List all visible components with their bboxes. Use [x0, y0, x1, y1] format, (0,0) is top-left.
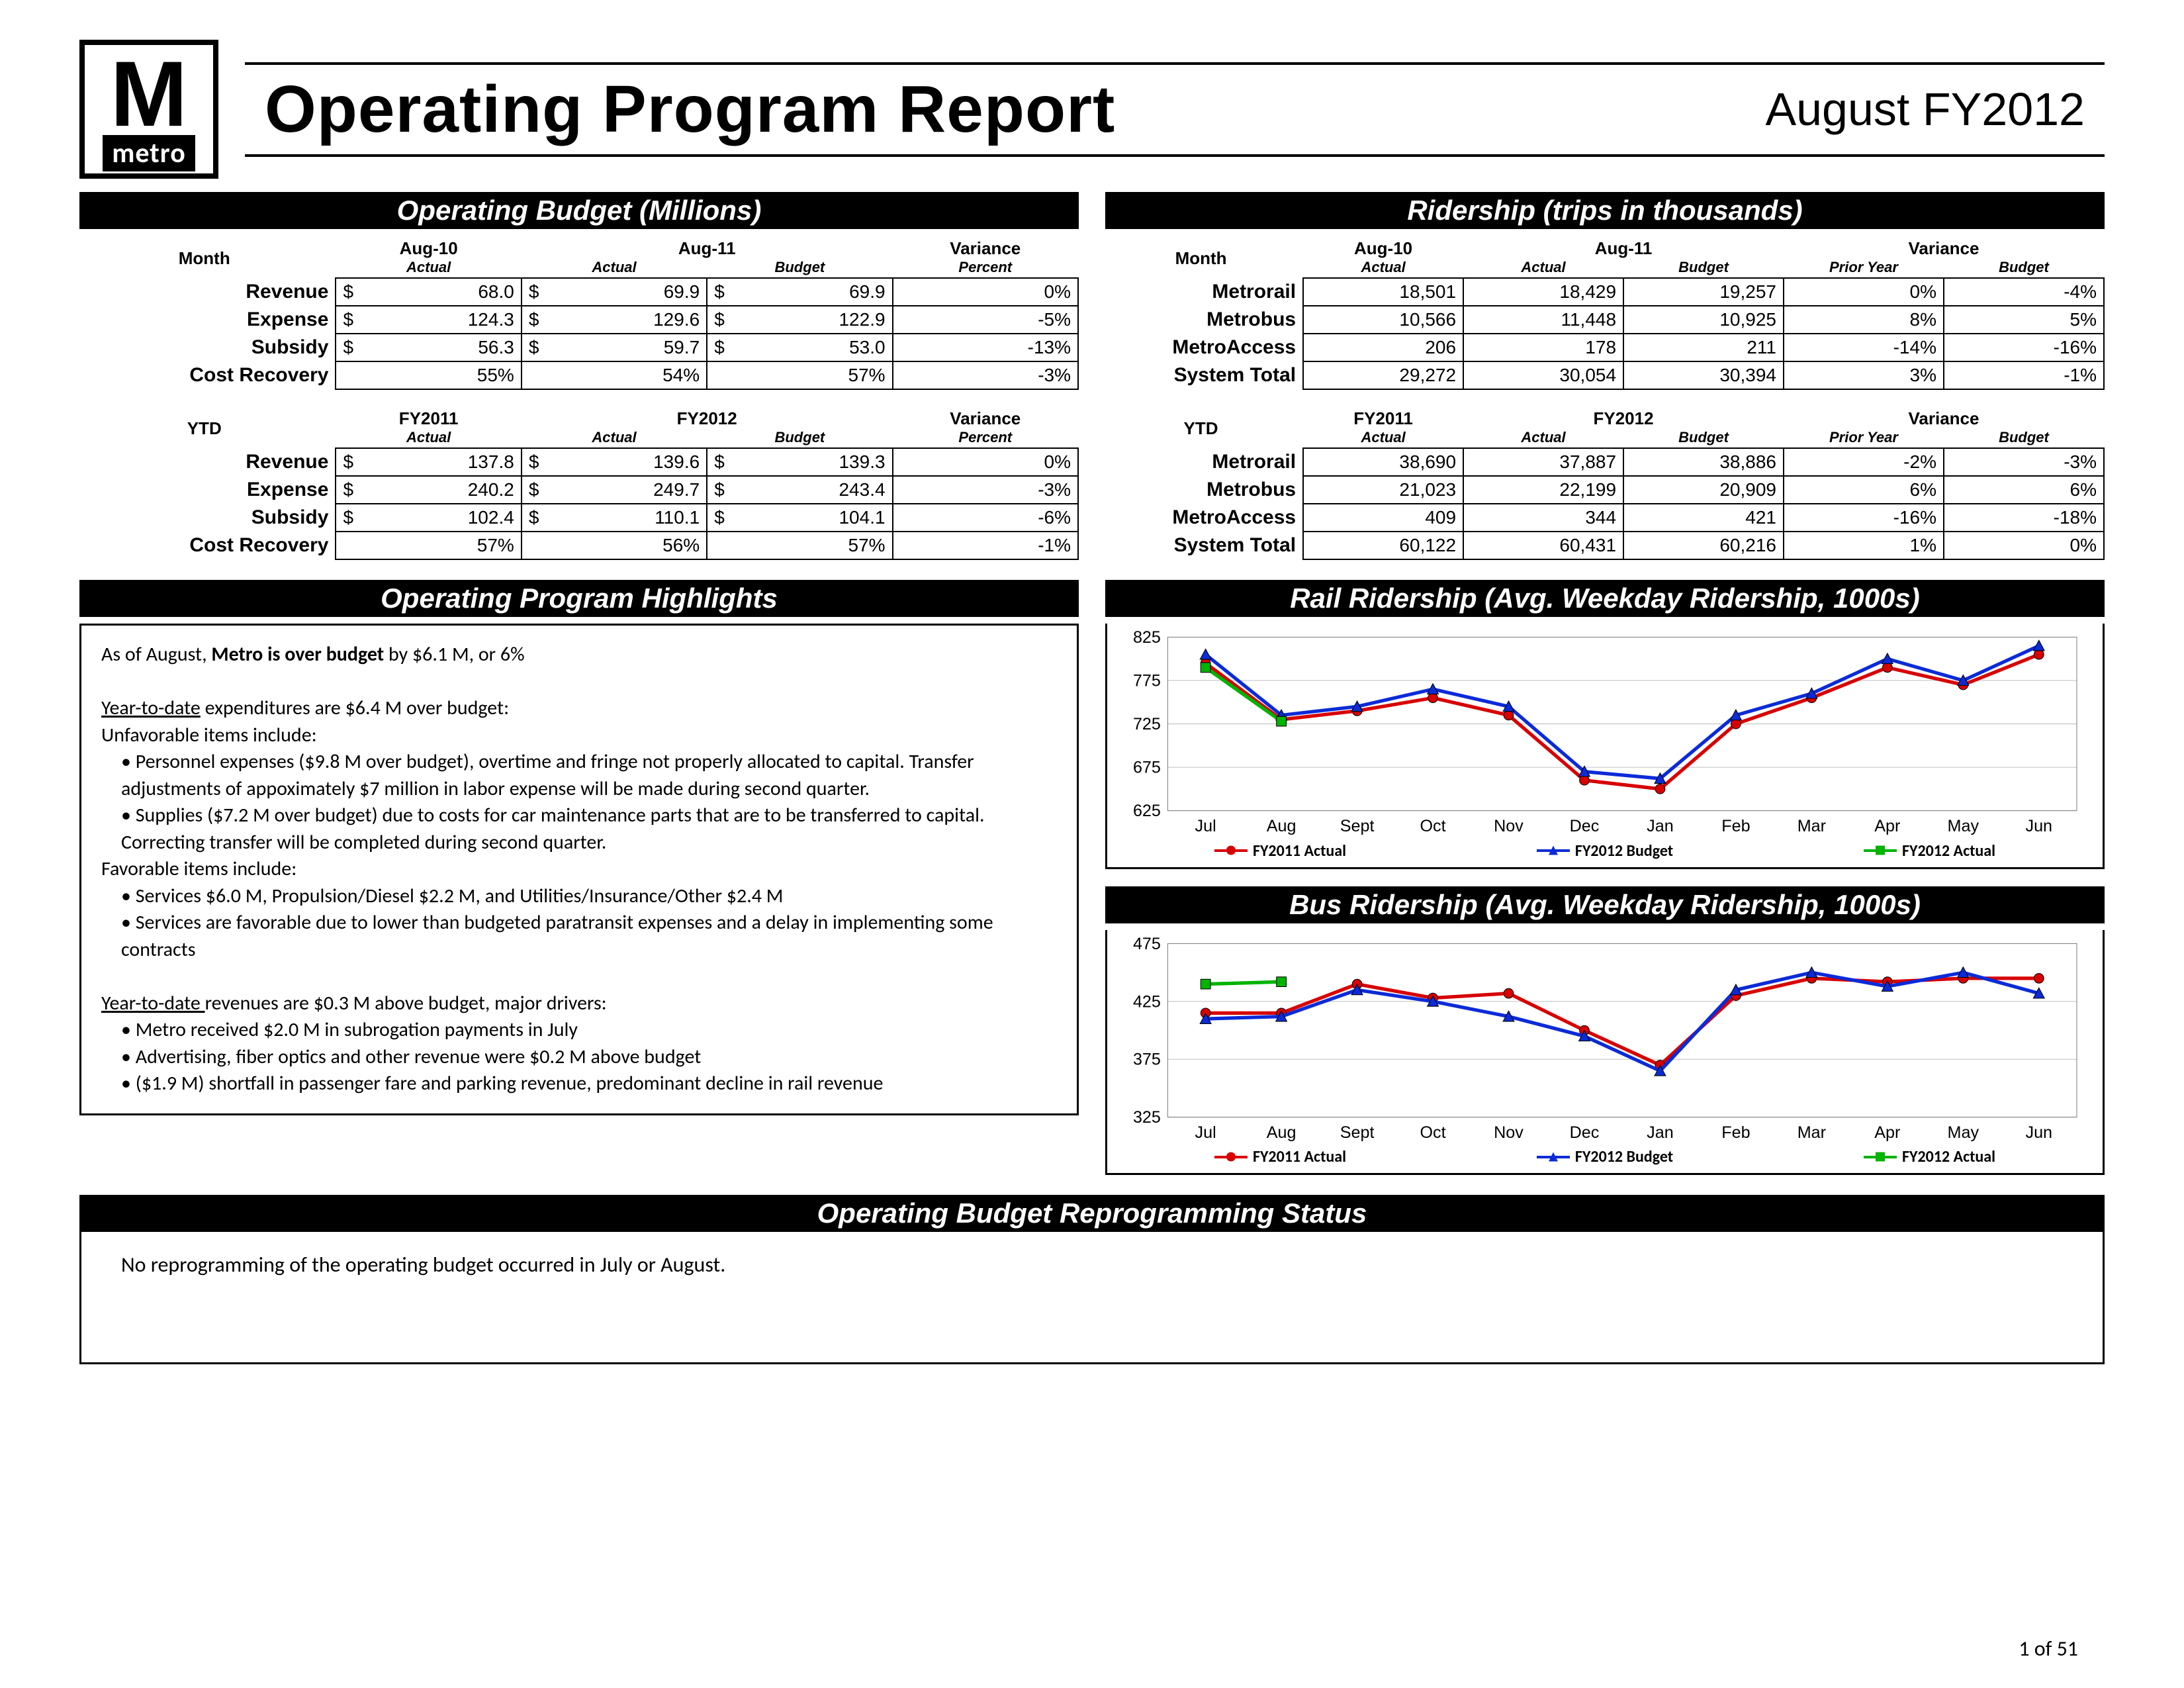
- svg-text:Aug: Aug: [1267, 1123, 1297, 1142]
- rail-chart-box: 625 675 725 775 825 Jul Aug Sept Oct Nov Dec Jan Feb…: [1105, 624, 2105, 869]
- svg-text:Nov: Nov: [1494, 817, 1524, 835]
- svg-text:475: 475: [1133, 937, 1161, 953]
- highlights-title: Operating Program Highlights: [79, 580, 1079, 617]
- ridership-ytd-table: YTDFY2011FY2012VarianceActualActualBudge…: [1105, 406, 2105, 560]
- svg-text:Mar: Mar: [1797, 817, 1826, 835]
- svg-text:625: 625: [1133, 802, 1161, 820]
- svg-text:Nov: Nov: [1494, 1123, 1524, 1142]
- logo-letter: M: [111, 48, 188, 140]
- page-header: M metro Operating Program Report August …: [79, 40, 2105, 179]
- svg-text:Jul: Jul: [1195, 817, 1216, 835]
- svg-text:Aug: Aug: [1267, 817, 1297, 835]
- operating-budget-title: Operating Budget (Millions): [79, 192, 1079, 229]
- svg-text:Dec: Dec: [1570, 1123, 1600, 1142]
- ridership-month-table: MonthAug-10Aug-11VarianceActualActualBud…: [1105, 236, 2105, 390]
- report-period: August FY2012: [1765, 83, 2085, 136]
- legend-item: FY2012 Actual: [1864, 841, 1995, 861]
- logo-word: metro: [103, 135, 195, 171]
- svg-text:Jun: Jun: [2025, 1123, 2052, 1142]
- rail-legend: FY2011 Actual FY2012 Budget FY2012 Actual: [1119, 839, 2091, 863]
- page-title: Operating Program Report: [265, 71, 1115, 148]
- bus-legend: FY2011 Actual FY2012 Budget FY2012 Actual: [1119, 1145, 2091, 1169]
- left-column: Operating Budget (Millions) MonthAug-10A…: [79, 192, 1079, 1175]
- svg-text:Jan: Jan: [1647, 1123, 1674, 1142]
- svg-text:Sept: Sept: [1340, 1123, 1375, 1142]
- metro-logo: M metro: [79, 40, 218, 179]
- svg-text:May: May: [1948, 1123, 1979, 1142]
- reprogramming-text: No reprogramming of the operating budget…: [121, 1252, 725, 1278]
- legend-item: FY2011 Actual: [1214, 841, 1346, 861]
- page-number: 1 of 51: [2019, 1636, 2078, 1662]
- bus-chart-title: Bus Ridership (Avg. Weekday Ridership, 1…: [1105, 886, 2105, 923]
- bus-chart: 325 375 425 475 Jul Aug Sept Oct Nov Dec Jan Feb Mar…: [1119, 937, 2091, 1145]
- right-column: Ridership (trips in thousands) MonthAug-…: [1105, 192, 2105, 1175]
- svg-text:Apr: Apr: [1874, 817, 1900, 835]
- legend-item: FY2011 Actual: [1214, 1147, 1346, 1166]
- svg-text:Mar: Mar: [1797, 1123, 1826, 1142]
- rail-chart-title: Rail Ridership (Avg. Weekday Ridership, …: [1105, 580, 2105, 617]
- svg-text:May: May: [1948, 817, 1979, 835]
- reprogramming-box: No reprogramming of the operating budget…: [79, 1232, 2105, 1364]
- reprogramming-title: Operating Budget Reprogramming Status: [79, 1195, 2105, 1232]
- rail-chart: 625 675 725 775 825 Jul Aug Sept Oct Nov Dec Jan Feb…: [1119, 630, 2091, 839]
- legend-item: FY2012 Budget: [1537, 1147, 1673, 1166]
- title-bar: Operating Program Report August FY2012: [245, 62, 2105, 157]
- ridership-title: Ridership (trips in thousands): [1105, 192, 2105, 229]
- svg-text:675: 675: [1133, 758, 1161, 776]
- svg-text:Sept: Sept: [1340, 817, 1375, 835]
- legend-item: FY2012 Actual: [1864, 1147, 1995, 1166]
- legend-item: FY2012 Budget: [1537, 841, 1673, 861]
- svg-text:Feb: Feb: [1721, 1123, 1750, 1142]
- svg-text:Oct: Oct: [1420, 817, 1445, 835]
- svg-text:Feb: Feb: [1721, 817, 1750, 835]
- highlights-box: As of August, Metro is over budget by $6…: [79, 624, 1079, 1115]
- svg-text:Jun: Jun: [2025, 817, 2052, 835]
- budget-month-table: MonthAug-10Aug-11VarianceActualActualBud…: [79, 236, 1079, 390]
- svg-text:725: 725: [1133, 715, 1161, 733]
- svg-text:775: 775: [1133, 671, 1161, 690]
- budget-ytd-table: YTDFY2011FY2012VarianceActualActualBudge…: [79, 406, 1079, 560]
- svg-text:Dec: Dec: [1570, 817, 1600, 835]
- svg-text:Jan: Jan: [1647, 817, 1674, 835]
- bus-chart-box: 325 375 425 475 Jul Aug Sept Oct Nov Dec Jan Feb Mar…: [1105, 930, 2105, 1176]
- svg-text:375: 375: [1133, 1050, 1161, 1068]
- svg-text:Jul: Jul: [1195, 1123, 1216, 1142]
- svg-text:Oct: Oct: [1420, 1123, 1445, 1142]
- reprogramming-section: Operating Budget Reprogramming Status No…: [79, 1195, 2105, 1364]
- svg-text:Apr: Apr: [1874, 1123, 1900, 1142]
- svg-text:425: 425: [1133, 992, 1161, 1011]
- svg-text:825: 825: [1133, 630, 1161, 647]
- svg-text:325: 325: [1133, 1108, 1161, 1127]
